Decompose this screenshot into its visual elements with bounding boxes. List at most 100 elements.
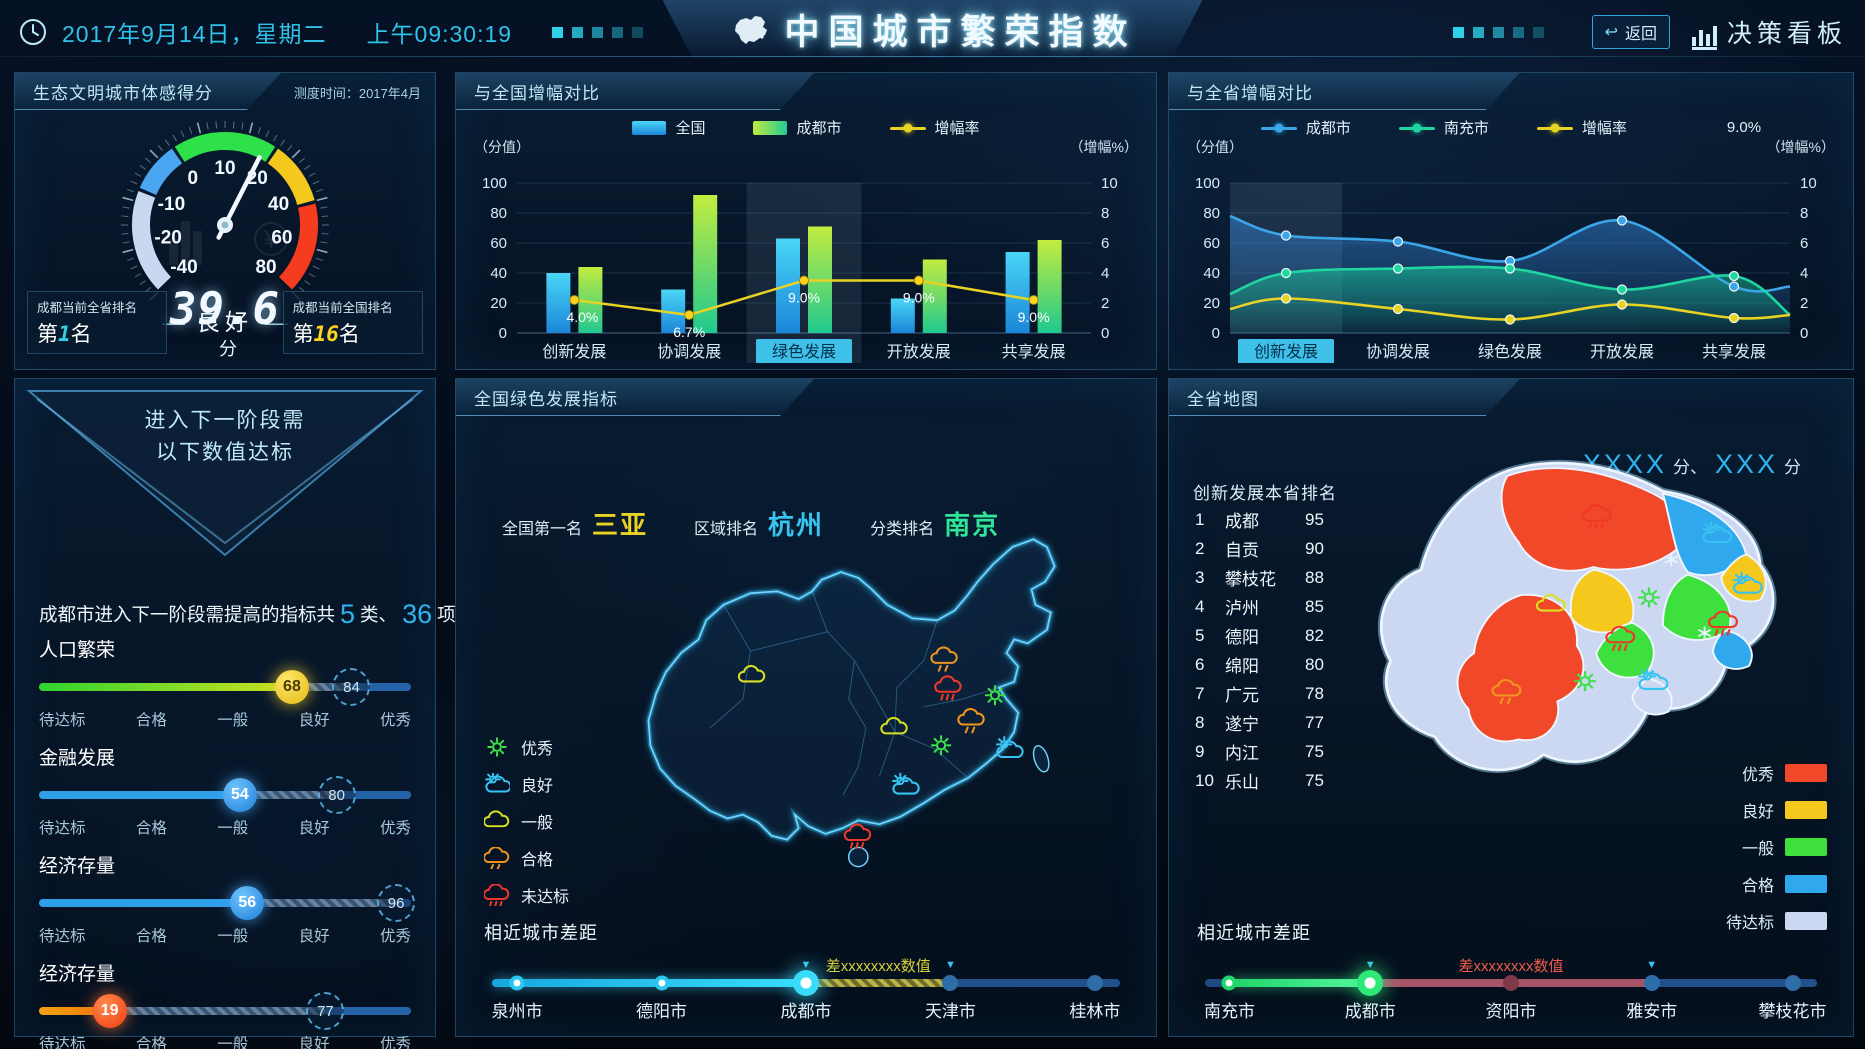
svg-text:6: 6 (1800, 235, 1808, 252)
svg-text:60: 60 (271, 227, 292, 248)
legend-item[interactable]: 全国 (632, 117, 705, 138)
legend-swatch (1785, 838, 1827, 856)
gap-city-label[interactable]: 桂林市 (1069, 1002, 1121, 1021)
gap-city-label[interactable]: 雅安市 (1626, 1002, 1678, 1021)
current-city-dot[interactable] (1357, 970, 1384, 996)
city-dot (654, 975, 670, 991)
score-display: 39.6分 (170, 284, 280, 359)
category-tab[interactable]: 绿色发展 (1478, 343, 1542, 361)
storm-icon (484, 884, 510, 906)
svg-text:0: 0 (187, 168, 198, 189)
category-tab[interactable]: 协调发展 (1366, 343, 1430, 361)
category-tab[interactable]: 开放发展 (887, 343, 951, 361)
svg-text:-10: -10 (158, 194, 185, 215)
category-tab[interactable]: 共享发展 (1702, 343, 1766, 361)
category-tab[interactable]: 创新发展 (542, 343, 606, 361)
left-axis-unit: （分值） (474, 139, 530, 155)
partly-icon (485, 773, 510, 793)
back-label: 返回 (1624, 26, 1657, 43)
legend-item[interactable]: 成都市 (753, 117, 842, 138)
scale-label: 优秀 (379, 820, 411, 837)
slider-handle[interactable]: 68 (274, 670, 309, 704)
svg-text:2: 2 (1101, 295, 1109, 312)
rank-row: 10 乐山 75 (1195, 770, 1324, 793)
header-left: 2017年9月14日，星期二 上午09:30:19 (18, 0, 669, 64)
category-tab[interactable]: 共享发展 (1002, 343, 1066, 361)
gap-city-label[interactable]: 泉州市 (491, 1002, 543, 1021)
gap-city-label[interactable]: 德阳市 (636, 1002, 688, 1021)
category-tab[interactable]: 开放发展 (1590, 343, 1654, 361)
header: 2017年9月14日，星期二 上午09:30:19 中国城市繁荣指数 ↩ 返回 … (0, 0, 1865, 64)
slider-handle[interactable]: 54 (222, 778, 257, 812)
legend-item[interactable]: 增幅率 (1536, 117, 1627, 138)
slider-handle[interactable]: 19 (92, 994, 127, 1028)
panel-national-compare: 与全国增幅对比 全国 成都市 增幅率 （分值） （增幅%） 0 20 40 60 80 100… (455, 72, 1157, 370)
slider-handle[interactable]: 56 (230, 886, 265, 920)
svg-text:6: 6 (1101, 235, 1109, 252)
color-legend-item: 待达标 (1726, 909, 1827, 933)
legend-swatch (1398, 121, 1435, 135)
scale-label: 一般 (217, 1036, 249, 1049)
svg-text:创新发展: 创新发展 (1254, 343, 1318, 361)
scale-label: 合格 (135, 1036, 167, 1049)
bar-chart-icon (1691, 22, 1717, 50)
category-tab[interactable]: 协调发展 (657, 343, 721, 361)
legend-item[interactable]: 增幅率 (889, 117, 980, 138)
rank-row: 9 内江 75 (1195, 741, 1324, 764)
slider-track: 19 77 (39, 992, 411, 1030)
province-line-chart: 0 20 40 60 80 100 0 2 4 6 8 10 创新发展 协调发展 绿色发展 开放发展 共享发展 (1195, 175, 1817, 363)
rank-row: 5 德阳 82 (1195, 625, 1324, 648)
gap-city-label[interactable]: 天津市 (924, 1002, 976, 1021)
measure-time: 测度时间：2017年4月 (293, 86, 421, 101)
gap-city-label[interactable]: 成都市 (780, 1002, 832, 1021)
legend-item[interactable]: 成都市 (1260, 117, 1351, 138)
rank-row: 3 攀枝花 88 (1195, 567, 1324, 590)
current-city-dot[interactable] (793, 970, 819, 996)
back-button[interactable]: ↩ 返回 (1591, 15, 1670, 49)
legend-swatch (889, 121, 926, 135)
rank-stat: 区域排名 杭州 (694, 510, 825, 540)
city-dot (1503, 975, 1519, 991)
svg-text:40: 40 (268, 194, 289, 215)
scale-label: 待达标 (39, 820, 86, 837)
province-rank-label: 成都当前全省排名 (37, 301, 138, 315)
legend-item[interactable]: 南充市 (1398, 117, 1489, 138)
clock-icon (20, 19, 46, 45)
legend-label: 全国 (675, 120, 706, 137)
panel-title: 全省地图 (1187, 389, 1259, 409)
storm-icon (934, 675, 962, 701)
decision-board-button[interactable]: 决策看板 (1691, 14, 1847, 50)
city-gap-slider: ▼ ▼ 差xxxxxxxx数值 泉州市 德阳市 成都市 天津市 桂林市 (491, 957, 1121, 1029)
rank-stat: 全国第一名 三亚 (502, 510, 649, 540)
city-dot (509, 975, 525, 991)
marker-triangle-icon: ▼ (1364, 959, 1376, 971)
gap-city-label[interactable]: 攀枝花市 (1758, 1002, 1827, 1021)
slider-target: 80 (317, 776, 356, 814)
legend-swatch (1260, 121, 1297, 135)
gap-city-label[interactable]: 南充市 (1203, 1002, 1255, 1021)
gap-diff-label: 差xxxxxxxx数值 (825, 958, 931, 975)
rank-row: 1 成都 95 (1195, 509, 1324, 532)
target-slider: 经济存量 19 77 待达标 合格 一般 良好 优秀 (39, 959, 411, 1049)
scale-label: 一般 (217, 928, 249, 945)
category-tab-active[interactable] (1238, 339, 1334, 363)
slider-target: 84 (332, 668, 371, 706)
rank-stat: 分类排名 南京 (870, 510, 1001, 540)
partly-icon (1638, 668, 1669, 690)
cloud-icon (484, 810, 510, 828)
sun-icon (1637, 587, 1661, 608)
svg-text:4.0%: 4.0% (566, 309, 598, 325)
right-axis-unit: （增幅%） (1069, 139, 1138, 155)
city-dot (1784, 975, 1801, 991)
gap-city-label[interactable]: 成都市 (1344, 1002, 1396, 1021)
scale-label: 优秀 (379, 712, 411, 729)
slider-track: 56 96 (39, 884, 416, 922)
category-tab-active[interactable] (756, 339, 852, 363)
gap-city-label[interactable]: 资阳市 (1485, 1002, 1537, 1021)
marker-triangle-icon: ▼ (944, 959, 956, 971)
national-rank-label: 成都当前全国排名 (292, 301, 393, 315)
target-slider: 经济存量 56 96 待达标 合格 一般 良好 优秀 (39, 851, 416, 946)
panel-title: 与全省增幅对比 (1187, 83, 1313, 103)
panel-eco-score: 生态文明城市体感得分 测度时间：2017年4月 -40 -20 -10 0 10 20 40… (14, 72, 436, 370)
